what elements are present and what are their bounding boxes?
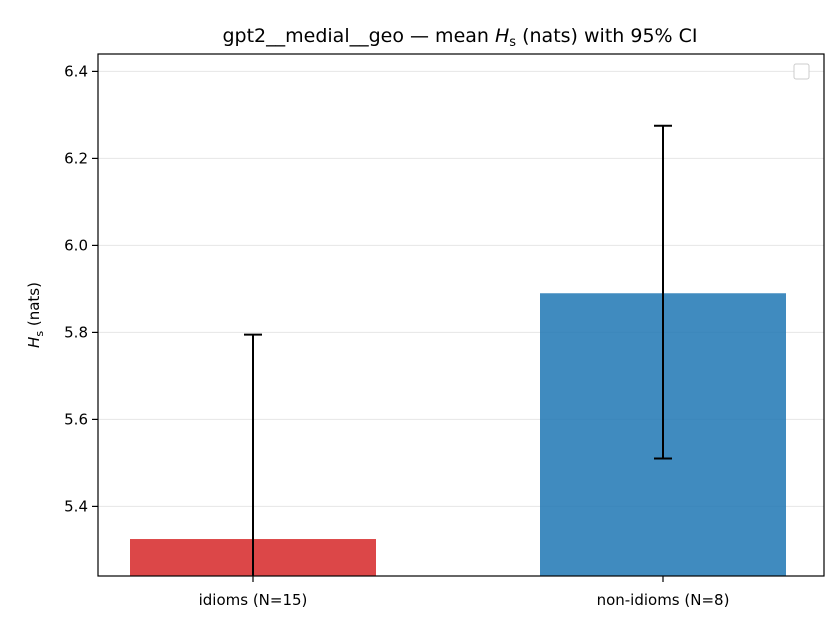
- y-axis-label-subscript: s: [33, 331, 46, 337]
- y-tick-label: 5.4: [64, 497, 88, 515]
- chart-title-suffix: (nats) with 95% CI: [516, 25, 697, 47]
- chart-title: gpt2__medial__geo — mean Hs (nats) with …: [222, 25, 697, 50]
- y-tick-label: 5.6: [64, 410, 88, 428]
- y-tick-label: 6.4: [64, 62, 88, 80]
- error-bars: [244, 124, 672, 576]
- plot-frame: [97, 53, 825, 577]
- legend-box: [793, 63, 810, 80]
- y-tick-label: 6.2: [64, 149, 88, 167]
- y-axis-label-symbol: H: [25, 337, 43, 348]
- y-axis-label: Hs (nats): [25, 282, 46, 348]
- y-axis: 5.4 5.6 5.8 6.0 6.2 6.4: [64, 62, 98, 515]
- bars: [130, 293, 786, 576]
- x-tick-label: idioms (N=15): [199, 591, 308, 609]
- x-tick-label: non-idioms (N=8): [597, 591, 730, 609]
- chart-title-subscript: s: [509, 35, 516, 50]
- chart-title-prefix: gpt2__medial__geo — mean: [222, 25, 495, 47]
- y-axis-label-suffix: (nats): [25, 282, 43, 331]
- y-tick-label: 6.0: [64, 236, 88, 254]
- chart-title-symbol: H: [495, 25, 509, 47]
- y-tick-label: 5.8: [64, 323, 88, 341]
- x-axis: idioms (N=15) non-idioms (N=8): [199, 576, 730, 609]
